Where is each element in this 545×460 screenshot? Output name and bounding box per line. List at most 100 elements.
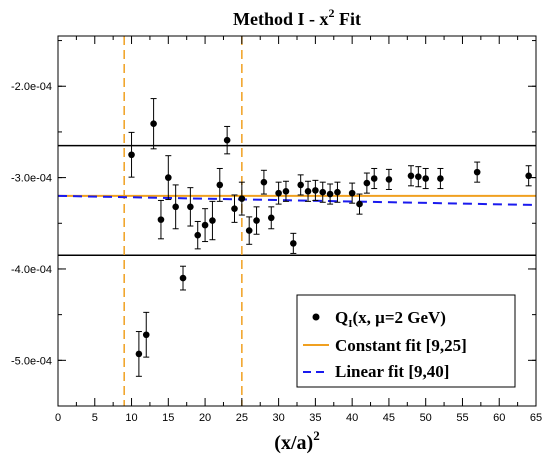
data-point [363, 172, 371, 194]
data-point [238, 181, 246, 216]
data-point [128, 131, 135, 178]
legend-label-points: QI(x, μ=2 GeV) [335, 308, 446, 330]
data-point [142, 311, 150, 358]
data-point-marker [319, 188, 327, 196]
x-tick-label: 20 [199, 412, 211, 424]
data-point-marker [187, 203, 194, 211]
data-point-marker [326, 190, 334, 198]
data-point [326, 183, 334, 205]
x-axis-ticks: 0 5 10 15 20 25 30 35 40 45 50 55 60 65 [55, 36, 542, 424]
legend-label-linear: Linear fit [9,40] [335, 362, 449, 381]
data-point-marker [356, 200, 363, 208]
x-axis-label: (x/a)2 [274, 428, 319, 454]
data-point [216, 167, 224, 202]
data-point [223, 125, 231, 155]
x-tick-label: 50 [420, 412, 432, 424]
data-point [157, 199, 165, 240]
data-point [150, 98, 157, 150]
data-point [312, 179, 319, 201]
data-point-marker [142, 331, 150, 339]
data-point-marker [473, 168, 481, 176]
data-point [407, 165, 415, 187]
data-point [290, 232, 297, 254]
data-point-marker [385, 176, 393, 183]
data-point [415, 166, 422, 188]
data-point [260, 169, 268, 195]
data-point [172, 184, 179, 230]
data-point-marker [370, 175, 378, 182]
x-tick-label: 30 [272, 412, 284, 424]
legend-label-constant: Constant fit [9,25] [335, 336, 467, 355]
data-point [179, 265, 187, 291]
data-point-marker [172, 203, 179, 211]
data-point-marker [275, 189, 282, 197]
data-point-marker [253, 217, 260, 224]
data-point-marker [238, 195, 246, 202]
data-point-marker [407, 172, 415, 180]
x-tick-label: 35 [309, 412, 321, 424]
x-tick-label: 15 [162, 412, 174, 424]
reference-lines [58, 36, 536, 406]
data-point-marker [209, 217, 216, 224]
y-tick-label: -5.0e-04 [11, 355, 52, 367]
data-point-marker [282, 188, 290, 195]
data-point-marker [245, 227, 253, 234]
data-point-marker [290, 240, 297, 247]
legend-marker-points [312, 313, 320, 321]
x-tick-label: 10 [125, 412, 137, 424]
data-point [297, 174, 304, 196]
data-point [437, 167, 444, 190]
data-point [135, 331, 143, 377]
y-tick-label: -2.0e-04 [11, 81, 52, 93]
data-point-marker [422, 175, 429, 182]
data-point [282, 180, 290, 202]
data-point [201, 208, 209, 243]
data-point-marker [157, 216, 165, 223]
data-point [209, 200, 216, 241]
data-point [422, 167, 429, 190]
data-point-marker [267, 214, 275, 222]
y-tick-label: -4.0e-04 [11, 264, 52, 276]
data-point-marker [179, 274, 187, 282]
data-point-marker [194, 231, 202, 239]
data-point-marker [135, 350, 143, 358]
x-tick-label: 0 [55, 412, 61, 424]
data-point-marker [304, 188, 312, 195]
data-point [165, 155, 172, 201]
data-point-marker [216, 181, 224, 189]
data-point [275, 181, 282, 205]
x-tick-label: 55 [456, 412, 468, 424]
y-tick-label: -3.0e-04 [11, 173, 52, 185]
data-point-marker [297, 181, 304, 189]
data-point [334, 181, 341, 203]
data-point [187, 187, 194, 227]
legend: QI(x, μ=2 GeV) Constant fit [9,25] Linea… [296, 294, 516, 388]
y-axis-ticks: -5.0e-04 -4.0e-04 -3.0e-04 -2.0e-04 [11, 40, 536, 407]
x-tick-label: 45 [383, 412, 395, 424]
data-point-marker [150, 120, 157, 128]
data-point [194, 220, 202, 250]
linear-fit-line [57, 194, 537, 207]
x-tick-label: 5 [92, 412, 98, 424]
data-point [385, 168, 393, 190]
data-point-marker [201, 221, 209, 229]
data-point [473, 161, 481, 183]
fit-lines [57, 194, 537, 207]
data-point [245, 216, 253, 245]
data-point [304, 180, 312, 202]
data-point-marker [437, 175, 444, 182]
data-point-marker [165, 174, 172, 181]
data-point-marker [312, 187, 319, 194]
data-point [319, 181, 327, 203]
data-point [348, 182, 356, 204]
data-point [356, 193, 363, 215]
data-point-marker [334, 188, 341, 196]
x-tick-label: 40 [346, 412, 358, 424]
data-point [370, 167, 378, 190]
data-point-marker [231, 205, 238, 212]
data-point-marker [415, 173, 422, 180]
data-point [267, 206, 275, 230]
data-point-marker [363, 179, 371, 187]
x-tick-label: 25 [236, 412, 248, 424]
